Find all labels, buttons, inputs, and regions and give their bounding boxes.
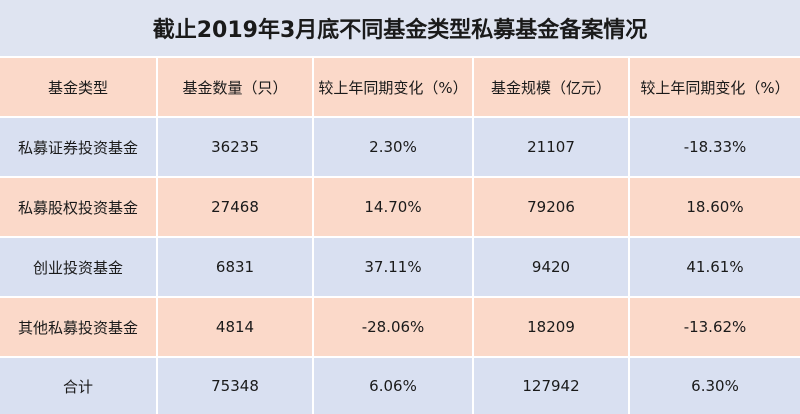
table-cell: 127942 <box>474 358 628 414</box>
table-row: 私募股权投资基金 27468 14.70% 79206 18.60% <box>0 178 800 236</box>
table-cell: 75348 <box>158 358 312 414</box>
table-cell: 私募证券投资基金 <box>0 118 156 176</box>
header-cell: 较上年同期变化（%） <box>630 58 800 116</box>
table-row: 合计 75348 6.06% 127942 6.30% <box>0 358 800 414</box>
table-cell: -13.62% <box>630 298 800 356</box>
table-cell: 21107 <box>474 118 628 176</box>
table-cell: 6831 <box>158 238 312 296</box>
table-cell: 79206 <box>474 178 628 236</box>
table-cell: 36235 <box>158 118 312 176</box>
header-cell: 基金类型 <box>0 58 156 116</box>
table-cell: 合计 <box>0 358 156 414</box>
table-cell: 4814 <box>158 298 312 356</box>
table-cell: 6.30% <box>630 358 800 414</box>
table-row: 其他私募投资基金 4814 -28.06% 18209 -13.62% <box>0 298 800 356</box>
table-cell: -28.06% <box>314 298 472 356</box>
table-cell: 9420 <box>474 238 628 296</box>
header-cell: 基金规模（亿元） <box>474 58 628 116</box>
table-cell: 14.70% <box>314 178 472 236</box>
table-cell: 创业投资基金 <box>0 238 156 296</box>
table-cell: -18.33% <box>630 118 800 176</box>
table-cell: 18209 <box>474 298 628 356</box>
table-cell: 私募股权投资基金 <box>0 178 156 236</box>
table-row: 私募证券投资基金 36235 2.30% 21107 -18.33% <box>0 118 800 176</box>
header-cell: 较上年同期变化（%） <box>314 58 472 116</box>
header-cell: 基金数量（只） <box>158 58 312 116</box>
table-cell: 37.11% <box>314 238 472 296</box>
table-cell: 其他私募投资基金 <box>0 298 156 356</box>
table-cell: 6.06% <box>314 358 472 414</box>
header-row: 基金类型 基金数量（只） 较上年同期变化（%） 基金规模（亿元） 较上年同期变化（%） <box>0 58 800 116</box>
table-cell: 27468 <box>158 178 312 236</box>
table-cell: 41.61% <box>630 238 800 296</box>
table-row: 创业投资基金 6831 37.11% 9420 41.61% <box>0 238 800 296</box>
table-cell: 18.60% <box>630 178 800 236</box>
table-title: 截止2019年3月底不同基金类型私募基金备案情况 <box>0 0 800 56</box>
table-cell: 2.30% <box>314 118 472 176</box>
table: 基金类型 基金数量（只） 较上年同期变化（%） 基金规模（亿元） 较上年同期变化（%）私… <box>0 58 800 414</box>
